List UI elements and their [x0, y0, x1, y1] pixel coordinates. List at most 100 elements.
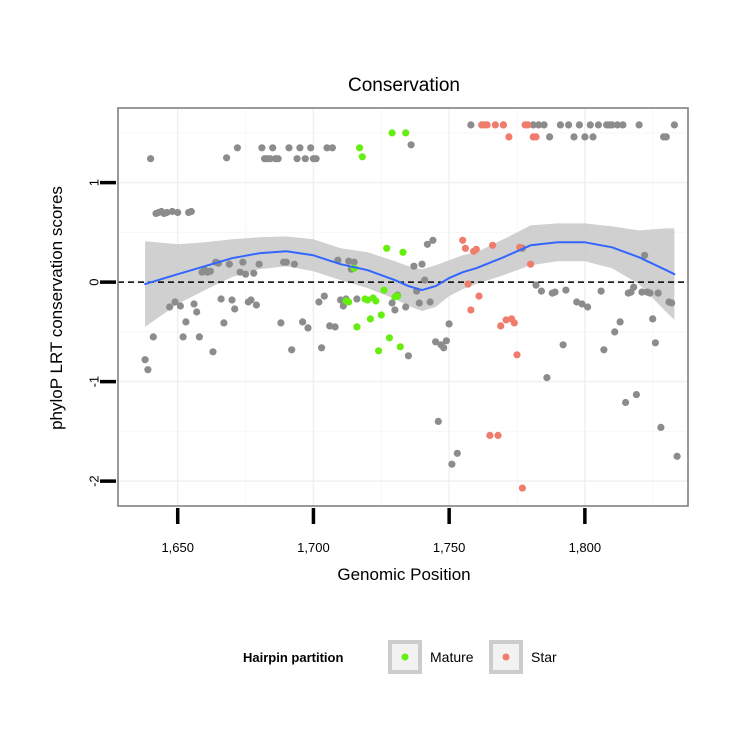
data-point-other	[277, 319, 285, 327]
data-point-other	[179, 333, 187, 341]
chart-title: Conservation	[348, 75, 460, 96]
data-point-mature	[364, 296, 372, 304]
data-point-other	[543, 374, 551, 382]
confidence-ribbon-layer	[145, 223, 675, 327]
data-point-other	[581, 133, 589, 141]
data-point-other	[434, 417, 442, 425]
data-point-other	[638, 288, 646, 296]
data-point-mature	[377, 311, 385, 319]
legend-label-mature: Mature	[430, 649, 474, 665]
data-point-other	[318, 344, 326, 352]
data-point-other	[288, 346, 296, 354]
data-point-other	[250, 269, 258, 277]
data-point-star	[494, 431, 502, 439]
data-point-other	[220, 319, 228, 327]
data-point-other	[307, 144, 315, 152]
data-point-other	[285, 144, 293, 152]
data-point-other	[611, 328, 619, 336]
data-point-other	[635, 121, 643, 129]
legend-swatch-mature	[401, 653, 409, 661]
data-point-other	[551, 288, 559, 296]
data-point-other	[171, 298, 179, 306]
data-point-other	[193, 308, 201, 316]
y-tick-label: -2	[87, 475, 102, 487]
data-point-other	[442, 337, 450, 345]
data-point-mature	[375, 347, 383, 355]
series-mature	[342, 129, 410, 355]
data-point-other	[651, 339, 660, 347]
x-tick-label: 1,700	[297, 540, 330, 555]
data-point-other	[231, 305, 239, 313]
data-point-star	[505, 133, 513, 141]
legend-entry-star: Star	[489, 640, 557, 674]
data-point-other	[575, 121, 584, 129]
data-point-other	[304, 324, 312, 332]
data-point-other	[299, 318, 307, 326]
data-point-other	[421, 276, 429, 284]
data-point-star	[527, 260, 535, 268]
data-point-mature	[366, 315, 374, 323]
data-point-other	[233, 144, 241, 152]
data-point-other	[432, 338, 440, 346]
data-point-mature	[396, 343, 404, 351]
data-point-other	[269, 144, 277, 152]
data-point-other	[407, 141, 415, 149]
data-point-other	[149, 333, 157, 341]
data-point-other	[657, 423, 665, 431]
data-point-other	[296, 144, 304, 152]
data-point-star	[499, 121, 507, 129]
data-point-other	[578, 300, 586, 308]
data-point-other	[350, 258, 358, 266]
data-point-mature	[394, 292, 402, 300]
data-point-star	[475, 292, 483, 300]
data-point-other	[556, 121, 565, 129]
data-point-other	[174, 208, 182, 217]
data-point-other	[613, 121, 622, 129]
data-point-other	[326, 322, 334, 330]
data-point-other	[328, 144, 336, 152]
data-point-other	[608, 121, 616, 129]
data-point-other	[559, 341, 567, 349]
data-point-star	[486, 431, 494, 439]
data-point-mature	[353, 323, 361, 331]
data-point-star	[464, 280, 472, 288]
data-point-other	[315, 298, 323, 306]
data-point-other	[239, 258, 247, 266]
data-point-other	[252, 301, 260, 309]
data-point-other	[565, 121, 573, 129]
data-point-other	[630, 283, 638, 291]
data-point-other	[537, 287, 546, 295]
x-axis: 1,650 1,700 1,750 1,800	[161, 508, 601, 555]
data-point-other	[236, 268, 244, 276]
panel-frame	[117, 107, 689, 507]
data-point-other	[619, 121, 627, 129]
data-point-other	[388, 299, 396, 307]
data-point-mature	[345, 298, 353, 306]
data-point-other	[345, 257, 353, 265]
data-point-other	[440, 344, 448, 352]
data-point-other	[641, 251, 649, 259]
data-point-mature	[388, 129, 396, 137]
legend: Hairpin partition Mature Star	[243, 640, 557, 674]
data-point-other	[209, 348, 217, 356]
data-point-star	[461, 244, 469, 252]
data-point-other	[176, 302, 184, 310]
data-point-other	[242, 270, 250, 278]
data-point-mature	[383, 244, 391, 252]
data-point-other	[673, 452, 681, 460]
data-point-other	[266, 155, 274, 163]
data-point-other	[187, 207, 195, 216]
data-point-mature	[402, 129, 410, 137]
data-point-other	[217, 295, 225, 303]
data-point-other	[206, 267, 214, 275]
data-point-other	[540, 121, 548, 129]
data-point-other	[391, 306, 399, 314]
x-tick-label: 1,800	[569, 540, 602, 555]
data-point-other	[228, 296, 236, 304]
data-point-other	[190, 300, 198, 308]
data-point-mature	[372, 297, 380, 305]
data-point-other	[404, 352, 412, 360]
data-point-other	[649, 315, 657, 323]
data-point-star	[518, 484, 527, 492]
